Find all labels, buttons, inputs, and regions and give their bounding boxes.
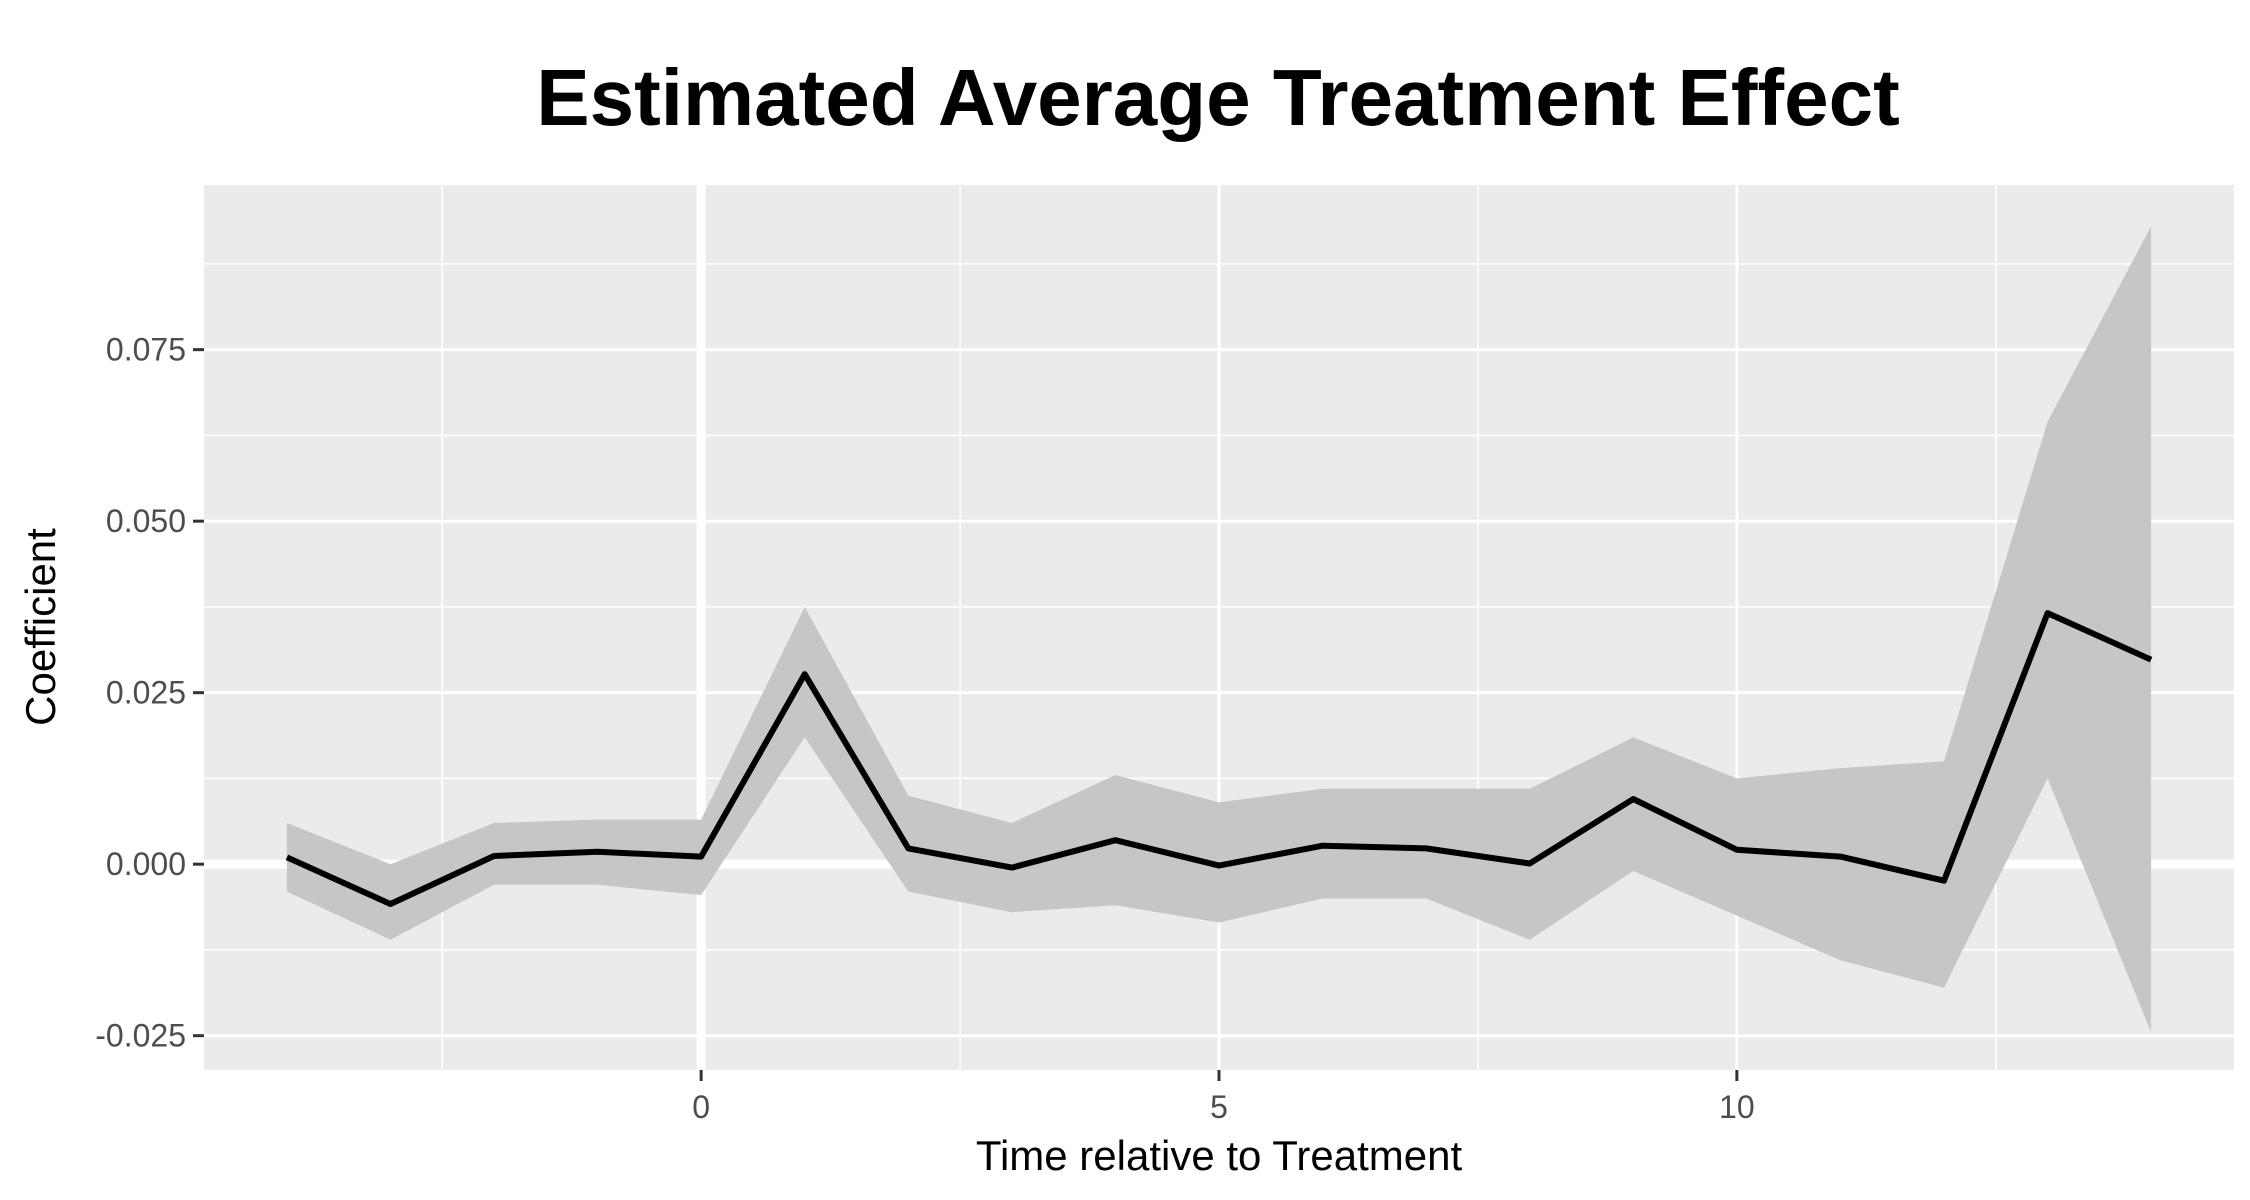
- y-tick-label: 0.050: [106, 503, 186, 539]
- x-axis: 0 5 10: [692, 1070, 1755, 1125]
- x-tick-label: 10: [1719, 1089, 1755, 1125]
- y-tick-label: -0.025: [95, 1018, 186, 1054]
- chart-title: Estimated Average Treatment Effect: [536, 53, 1899, 142]
- x-tick-label: 0: [692, 1089, 710, 1125]
- confidence-band-layer: [286, 226, 2152, 1033]
- y-tick-label: 0.075: [106, 332, 186, 368]
- y-tick-label: 0.025: [106, 675, 186, 711]
- y-axis: -0.025 0.000 0.025 0.050 0.075: [95, 332, 204, 1054]
- x-tick-label: 5: [1210, 1089, 1228, 1125]
- coefficient-line: [285, 610, 2153, 907]
- coefficient-line-layer: [285, 610, 2153, 907]
- confidence-band: [286, 226, 2152, 1033]
- y-tick-label: 0.000: [106, 846, 186, 882]
- y-axis-label: Coefficient: [17, 528, 64, 726]
- x-axis-label: Time relative to Treatment: [976, 1132, 1463, 1179]
